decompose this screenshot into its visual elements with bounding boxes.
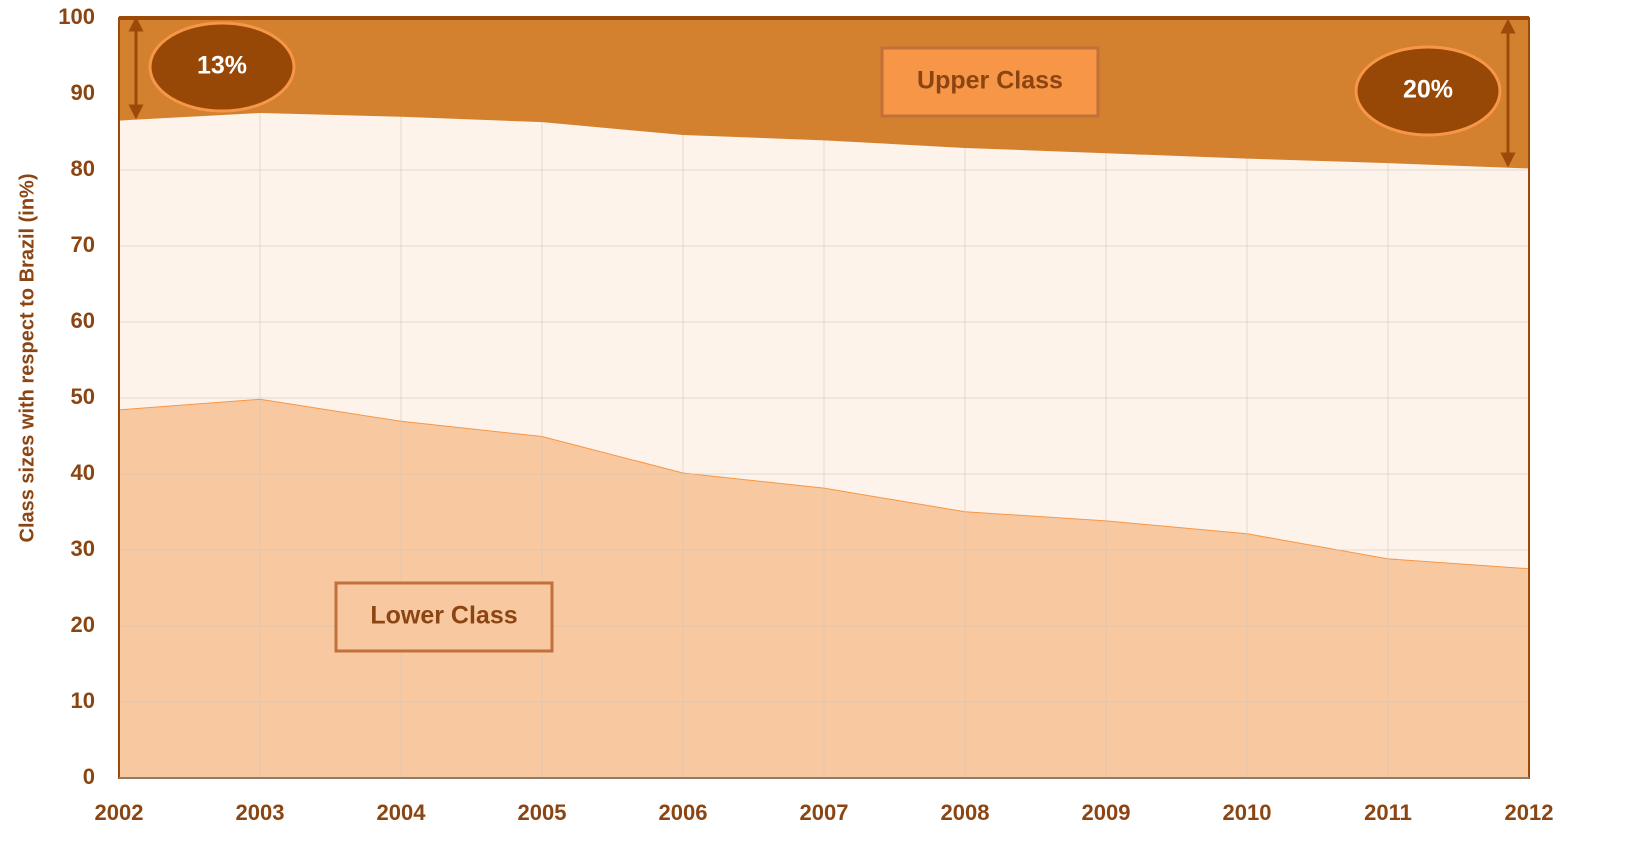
- x-tick-label: 2006: [659, 800, 708, 825]
- series-label: Lower Class: [370, 602, 517, 630]
- y-axis-label: Class sizes with respect to Brazil (in%): [16, 174, 38, 543]
- y-tick-label: 90: [71, 80, 95, 105]
- x-tick-label: 2010: [1223, 800, 1272, 825]
- y-tick-label: 80: [71, 156, 95, 181]
- y-tick-label: 60: [71, 308, 95, 333]
- series-label-box: [880, 46, 1100, 118]
- x-tick-label: 2008: [941, 800, 990, 825]
- x-tick-label: 2007: [800, 800, 849, 825]
- x-tick-label: 2002: [95, 800, 144, 825]
- y-tick-label: 70: [71, 232, 95, 257]
- annotation-oval: [148, 21, 296, 113]
- series-label: Upper Class: [917, 67, 1063, 95]
- y-tick-label: 30: [71, 536, 95, 561]
- x-tick-label: 2009: [1082, 800, 1131, 825]
- series-label-box: [334, 581, 554, 653]
- annotation-oval: [1354, 45, 1502, 137]
- y-tick-label: 20: [71, 612, 95, 637]
- y-tick-label: 100: [58, 4, 95, 29]
- x-tick-label: 2012: [1505, 800, 1554, 825]
- y-tick-label: 50: [71, 384, 95, 409]
- y-tick-label: 0: [83, 764, 95, 789]
- y-tick-label: 10: [71, 688, 95, 713]
- annotation: 13%: [197, 52, 247, 80]
- x-tick-label: 2005: [518, 800, 567, 825]
- y-tick-label: 40: [71, 460, 95, 485]
- x-tick-label: 2011: [1364, 800, 1412, 825]
- area: [119, 18, 1529, 169]
- x-tick-label: 2004: [377, 800, 427, 825]
- annotation: 20%: [1403, 76, 1453, 104]
- x-tick-label: 2003: [236, 800, 285, 825]
- plot: [118, 16, 1530, 779]
